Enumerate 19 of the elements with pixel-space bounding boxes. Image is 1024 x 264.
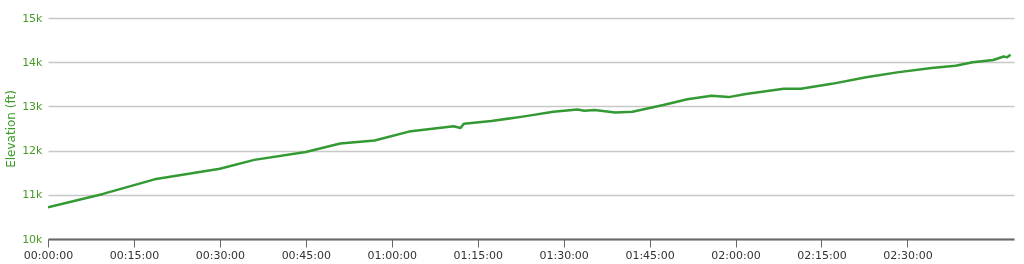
y-tick-label: 14k <box>22 55 44 69</box>
y-axis-title: Elevation (ft) <box>4 90 19 168</box>
y-tick-label: 13k <box>22 99 44 113</box>
y-tick-label: 12k <box>22 144 44 158</box>
x-tick-label: 02:00:00 <box>711 248 761 262</box>
x-tick-label: 01:00:00 <box>367 248 417 262</box>
x-tick-label: 00:15:00 <box>109 248 160 262</box>
x-tick-label: 02:15:00 <box>797 248 847 262</box>
y-tick-label: 15k <box>22 11 44 25</box>
x-tick-label: 00:00:00 <box>23 248 74 262</box>
x-tick-label: 00:30:00 <box>195 248 246 262</box>
x-tick-label: 00:45:00 <box>281 248 332 262</box>
line-series <box>48 53 1012 209</box>
x-tick-label: 02:30:00 <box>883 248 933 262</box>
x-tick-label: 01:30:00 <box>539 248 589 262</box>
y-tick-label: 11k <box>22 188 44 202</box>
y-tick-label: 10k <box>22 232 44 246</box>
x-tick-label: 01:15:00 <box>453 248 503 262</box>
x-tick-label: 01:45:00 <box>625 248 675 262</box>
